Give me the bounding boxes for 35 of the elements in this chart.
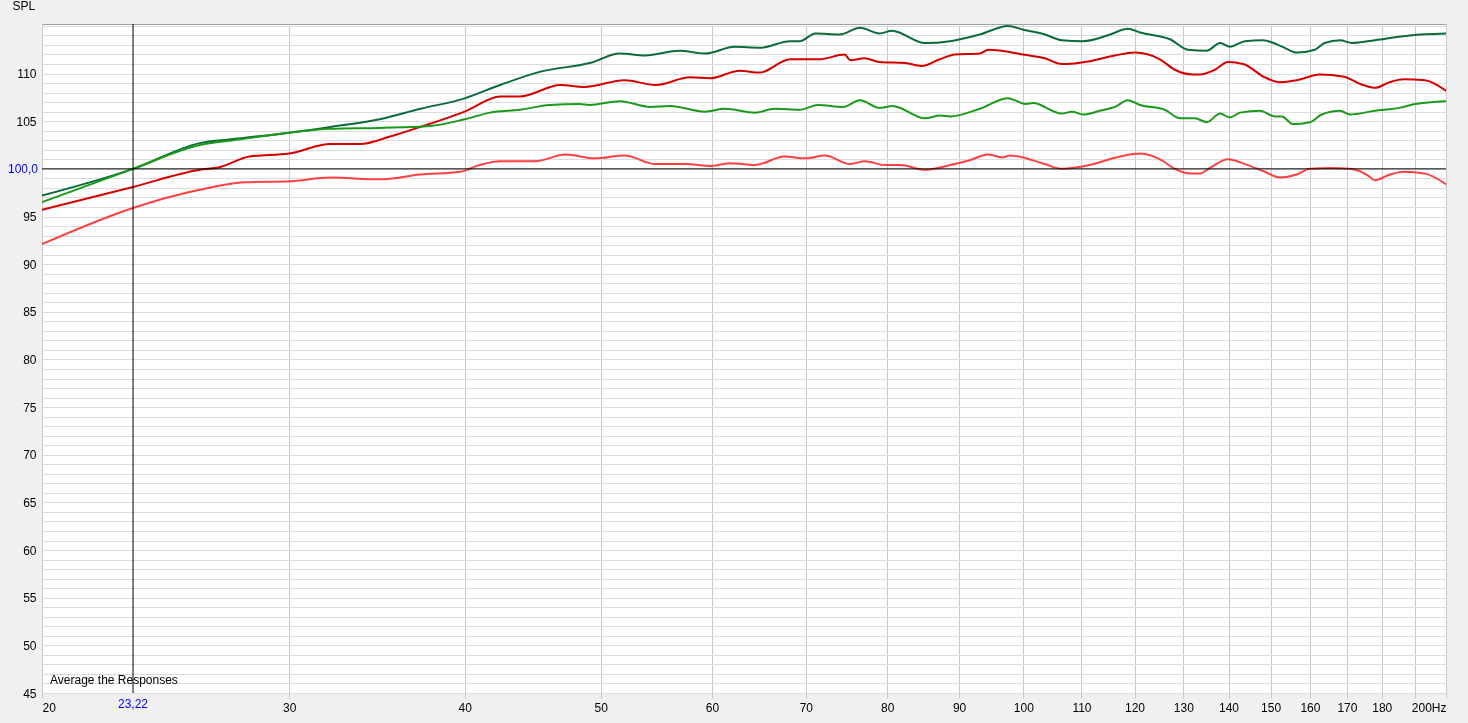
- y-tick-label: 105: [16, 114, 37, 129]
- y-tick-label: 70: [23, 448, 37, 463]
- x-tick-label: 80: [881, 700, 895, 715]
- y-tick-label: 85: [23, 305, 37, 320]
- x-tick-label: 140: [1219, 700, 1240, 715]
- y-tick-label: 90: [23, 257, 37, 272]
- x-tick-label: 110: [1072, 700, 1092, 715]
- x-tick-label: 100: [1013, 700, 1035, 715]
- x-tick-label: 40: [458, 700, 473, 715]
- y-tick-label: 45: [23, 686, 37, 701]
- y-tick-label: 110: [17, 67, 37, 82]
- x-tick-label: 30: [283, 700, 297, 715]
- x-tick-label: 20: [42, 700, 57, 715]
- annotation: Average the Responses: [50, 673, 178, 687]
- x-tick-label: 130: [1173, 700, 1195, 715]
- x-tick-label: 90: [952, 700, 967, 715]
- y-tick-label: 75: [23, 400, 37, 415]
- x-tick-label: 170: [1337, 700, 1358, 715]
- ref-line-label: 100,0: [7, 161, 39, 176]
- ref-line-label: 23,22: [118, 697, 149, 711]
- y-tick-label: 55: [23, 591, 37, 606]
- y-tick-label: 65: [23, 495, 37, 510]
- x-tick-label: 50: [594, 700, 609, 715]
- x-tick-label: 160: [1300, 700, 1321, 715]
- y-tick-label: 60: [23, 543, 37, 558]
- x-tick-label: 150: [1261, 700, 1282, 715]
- y-tick-label: 95: [23, 210, 37, 224]
- y-tick-label: 50: [23, 638, 37, 653]
- y-tick-label: 80: [23, 352, 37, 367]
- x-tick-label: 60: [705, 700, 720, 715]
- x-tick-label: 180: [1372, 700, 1393, 715]
- x-tick-label: 120: [1125, 700, 1146, 715]
- y-axis-title: SPL: [12, 0, 36, 13]
- x-tick-label: 70: [799, 700, 814, 715]
- x-tick-label: 200Hz: [1411, 700, 1447, 715]
